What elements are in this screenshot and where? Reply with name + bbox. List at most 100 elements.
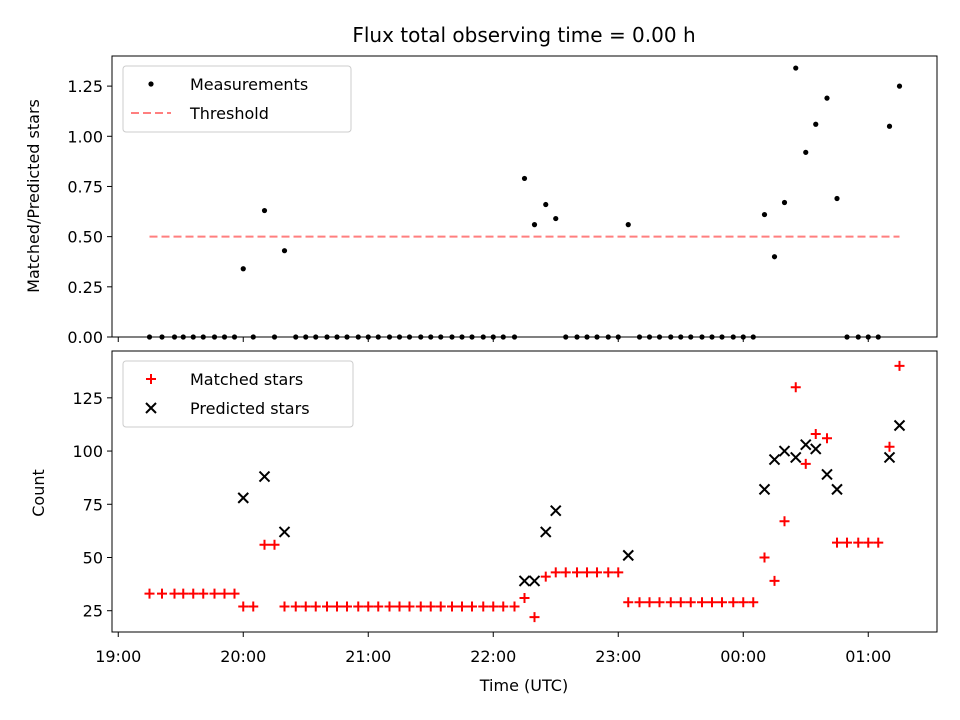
- measurements-point: [781, 199, 788, 206]
- measurements-point: [469, 334, 475, 340]
- measurements-point: [615, 334, 621, 340]
- bottom-legend-box: [122, 360, 354, 428]
- predicted-stars-point: [831, 483, 843, 496]
- measurements-point: [543, 201, 549, 208]
- predicted-stars-point: [278, 526, 291, 538]
- legend-measurements-swatch: [148, 81, 154, 87]
- measurements-point: [324, 334, 330, 340]
- legend-label: Matched stars: [190, 370, 303, 389]
- measurements-point: [500, 334, 506, 340]
- matched-stars-point: [447, 601, 457, 612]
- predicted-stars-point: [810, 443, 822, 455]
- matched-stars-point: [238, 601, 249, 612]
- matched-stars-point: [259, 539, 270, 550]
- measurements-point: [521, 175, 528, 182]
- matched-stars-point: [332, 601, 342, 612]
- measurements-point: [250, 334, 256, 340]
- measurements-point: [261, 207, 268, 214]
- matched-stars-point: [800, 458, 811, 469]
- legend-label: Threshold: [189, 104, 269, 123]
- matched-stars-point: [415, 601, 426, 612]
- measurements-point: [490, 334, 496, 340]
- predicted-stars-point: [237, 492, 249, 504]
- measurements-point: [293, 334, 299, 340]
- predicted-stars-point: [518, 575, 531, 587]
- matched-stars-point: [572, 567, 582, 578]
- bottom-y-axis-label: Count: [29, 469, 48, 517]
- predicted-stars-point: [768, 453, 781, 466]
- matched-stars-point: [894, 360, 905, 371]
- measurements-point: [793, 65, 799, 71]
- matched-stars-point: [425, 601, 436, 612]
- predicted-stars-point: [778, 445, 791, 457]
- x-axis-label: Time (UTC): [479, 676, 568, 695]
- matched-stars-point: [842, 537, 852, 548]
- measurements-point: [813, 121, 819, 127]
- measurements-point: [584, 334, 590, 340]
- measurements-point: [386, 334, 393, 340]
- measurements-point: [303, 334, 309, 340]
- measurements-point: [886, 123, 893, 129]
- measurements-point: [855, 334, 861, 340]
- measurements-point: [844, 334, 850, 340]
- measurements-point: [365, 334, 371, 340]
- matched-stars-point: [550, 567, 561, 578]
- measurements-point: [211, 334, 218, 340]
- measurements-point: [834, 195, 840, 202]
- measurements-point: [730, 334, 736, 340]
- matched-stars-point: [457, 601, 467, 612]
- predicted-stars-point: [258, 470, 271, 483]
- measurements-point: [418, 334, 424, 340]
- matched-stars-point: [322, 601, 332, 612]
- matched-stars-point: [623, 597, 634, 608]
- matched-stars-point: [822, 433, 832, 444]
- measurements-point: [865, 334, 871, 340]
- measurements-point: [688, 334, 694, 340]
- measurements-point: [159, 334, 165, 340]
- matched-stars-point: [300, 601, 311, 612]
- matched-stars-point: [717, 597, 727, 608]
- predicted-stars-point: [800, 438, 812, 451]
- matched-stars-point: [384, 601, 395, 612]
- legend-label: Predicted stars: [190, 399, 310, 418]
- top-panel: Matched/Predicted stars 0.00 0.25 0.50 0.75…: [24, 55, 938, 347]
- top-y-tick-label: 1.25: [67, 77, 103, 96]
- bottom-y-tick-label: 50: [83, 548, 103, 567]
- matched-stars-point: [810, 429, 821, 440]
- measurements-point: [668, 334, 674, 340]
- measurements-point: [740, 334, 746, 340]
- matched-stars-point: [178, 588, 189, 599]
- top-legend-box: [122, 65, 352, 133]
- top-y-tick-label: 0.50: [67, 228, 103, 247]
- matched-stars-point: [707, 597, 717, 608]
- top-y-tick-label: 0.00: [67, 328, 103, 347]
- legend-label: Measurements: [190, 75, 308, 94]
- measurements-point: [171, 334, 178, 340]
- bottom-x-tick-label: 22:00: [470, 647, 516, 666]
- matched-stars-point: [169, 588, 180, 599]
- matched-stars-point: [582, 567, 592, 578]
- top-axes-frame: [111, 55, 938, 338]
- matched-stars-point: [519, 592, 530, 603]
- matched-stars-point: [790, 382, 801, 393]
- measurements-point: [231, 334, 238, 340]
- matched-stars-point: [873, 537, 884, 548]
- matched-stars-point: [467, 601, 477, 612]
- matched-stars-point: [404, 601, 415, 612]
- top-y-tick-label: 0.25: [67, 278, 103, 297]
- measurements-point: [438, 334, 444, 340]
- legend-predicted-stars-swatch: [145, 402, 157, 414]
- matched-stars-point: [219, 588, 230, 599]
- measurements-point: [190, 334, 196, 340]
- matched-stars-point: [634, 597, 645, 608]
- measurements-point: [719, 334, 725, 340]
- measurements-point: [563, 334, 569, 340]
- measurements-point: [200, 334, 206, 340]
- matched-stars-point: [373, 601, 384, 612]
- measurements-point: [396, 334, 403, 340]
- matched-stars-point: [853, 537, 864, 548]
- predicted-stars-point: [528, 575, 541, 587]
- predicted-stars-point: [893, 419, 906, 432]
- bottom-x-tick-label: 01:00: [845, 647, 891, 666]
- predicted-stars-point: [790, 451, 802, 464]
